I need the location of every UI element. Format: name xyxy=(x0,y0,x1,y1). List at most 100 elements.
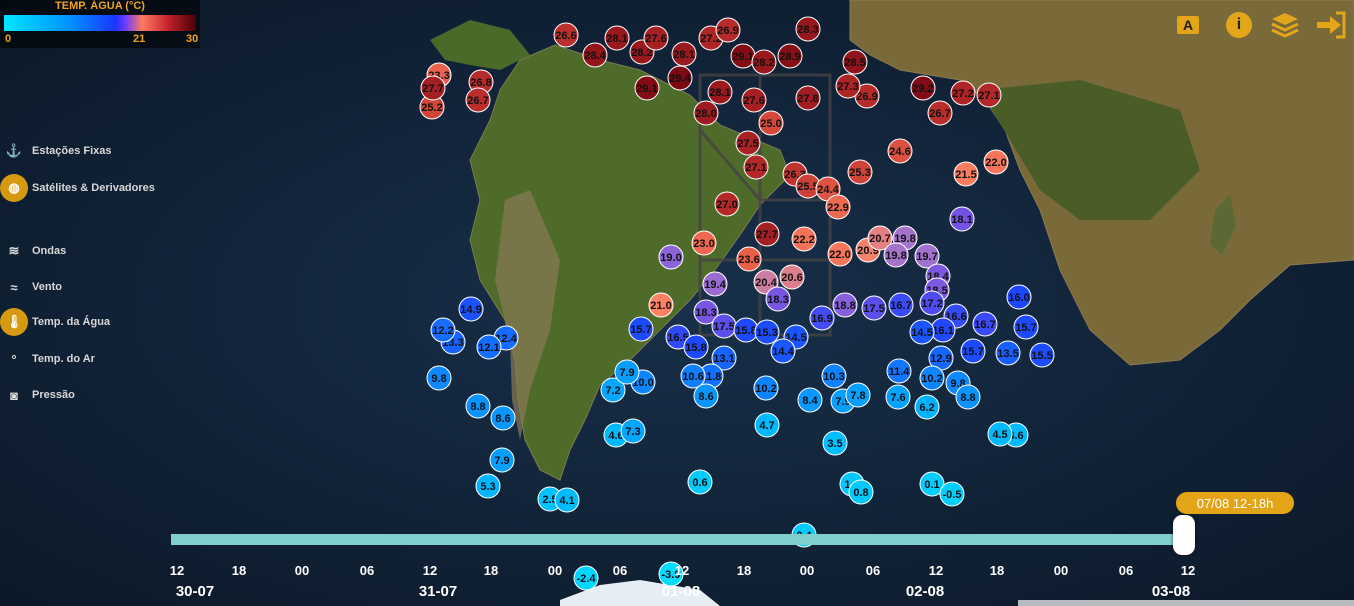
sidebar-item-vento[interactable]: ≈ Vento xyxy=(0,270,180,304)
station-marker[interactable]: 6.2 xyxy=(914,394,940,420)
station-marker[interactable]: 23.0 xyxy=(691,230,717,256)
station-marker[interactable]: 7.6 xyxy=(885,384,911,410)
station-marker[interactable]: 27.2 xyxy=(950,80,976,106)
station-markers[interactable]: 26.628.428.128.227.628.127.226.9 28.329.1… xyxy=(419,16,1055,591)
station-marker[interactable]: 27.0 xyxy=(714,191,740,217)
station-marker[interactable]: 27.6 xyxy=(741,87,767,113)
station-marker[interactable]: 20.4 xyxy=(753,269,779,295)
station-marker[interactable]: 0.6 xyxy=(687,469,713,495)
station-marker[interactable]: 23.6 xyxy=(736,246,762,272)
station-marker[interactable]: 3.5 xyxy=(822,430,848,456)
station-marker[interactable]: 20.6 xyxy=(779,264,805,290)
station-marker[interactable]: 19.0 xyxy=(658,244,684,270)
station-marker[interactable]: 24.4 xyxy=(815,176,841,202)
info-button[interactable]: i xyxy=(1222,8,1256,42)
station-marker[interactable]: 29.1 xyxy=(634,75,660,101)
station-marker[interactable]: 4.1 xyxy=(554,487,580,513)
station-marker[interactable]: 22.2 xyxy=(791,226,817,252)
station-marker[interactable]: 28.1 xyxy=(671,41,697,67)
station-marker[interactable]: 14.4 xyxy=(770,338,796,364)
station-marker[interactable]: 4.7 xyxy=(754,412,780,438)
station-marker[interactable]: 28.9 xyxy=(777,43,803,69)
sidebar-item-estacoes[interactable]: ⚓ Estações Fixas xyxy=(0,134,180,168)
station-marker[interactable]: 27.3 xyxy=(835,73,861,99)
station-marker[interactable]: 19.7 xyxy=(914,243,940,269)
station-marker[interactable]: 17.2 xyxy=(919,290,945,316)
station-marker[interactable]: 19.4 xyxy=(702,271,728,297)
station-marker[interactable]: 17.5 xyxy=(861,295,887,321)
station-marker[interactable]: -0.5 xyxy=(939,481,965,507)
station-marker[interactable]: 12.2 xyxy=(430,317,456,343)
station-marker[interactable]: 7.8 xyxy=(845,382,871,408)
station-marker[interactable]: 28.1 xyxy=(707,79,733,105)
sidebar-item-satelites[interactable]: ◍ Satélites & Derivadores xyxy=(0,171,180,205)
station-marker[interactable]: 24.6 xyxy=(887,138,913,164)
station-marker[interactable]: 27.7 xyxy=(420,75,446,101)
station-marker[interactable]: 14.9 xyxy=(458,296,484,322)
station-marker[interactable]: 27.5 xyxy=(735,130,761,156)
station-marker[interactable]: 8.8 xyxy=(955,384,981,410)
station-marker[interactable]: 9.8 xyxy=(426,365,452,391)
station-marker[interactable]: 4.5 xyxy=(987,421,1013,447)
station-marker[interactable]: 20.7 xyxy=(867,225,893,251)
layers-button[interactable] xyxy=(1268,8,1302,42)
station-marker[interactable]: 15.7 xyxy=(960,338,986,364)
station-marker[interactable]: 13.5 xyxy=(995,340,1021,366)
translate-button[interactable]: A xyxy=(1171,8,1205,42)
station-marker[interactable]: 28.4 xyxy=(582,42,608,68)
station-marker[interactable]: 28.1 xyxy=(604,25,630,51)
sidebar-item-pressao[interactable]: ◙ Pressão xyxy=(0,378,180,412)
station-marker[interactable]: -3.9 xyxy=(658,561,684,587)
logout-button[interactable] xyxy=(1313,8,1347,42)
station-marker[interactable]: 15.7 xyxy=(1013,314,1039,340)
station-marker[interactable]: 15.3 xyxy=(754,319,780,345)
station-marker[interactable]: -2.4 xyxy=(573,565,599,591)
station-marker[interactable]: 15.8 xyxy=(683,334,709,360)
station-marker[interactable]: 15.7 xyxy=(628,316,654,342)
station-marker[interactable]: 5.3 xyxy=(475,473,501,499)
station-marker[interactable]: 27.8 xyxy=(795,85,821,111)
station-marker[interactable]: 0.8 xyxy=(848,479,874,505)
station-marker[interactable]: 28.2 xyxy=(751,49,777,75)
timeline-slider-handle[interactable] xyxy=(1173,515,1195,555)
station-marker[interactable]: 25.5 xyxy=(795,173,821,199)
station-marker[interactable]: 10.6 xyxy=(680,363,706,389)
station-marker[interactable]: 16.7 xyxy=(972,311,998,337)
station-marker[interactable]: 28.0 xyxy=(693,100,719,126)
station-marker[interactable]: 17.5 xyxy=(711,313,737,339)
station-marker[interactable]: 16.5 xyxy=(665,324,691,350)
station-marker[interactable]: 22.9 xyxy=(825,194,851,220)
station-marker[interactable]: 8.6 xyxy=(490,405,516,431)
station-marker[interactable]: 27.7 xyxy=(754,221,780,247)
station-marker[interactable]: 25.3 xyxy=(847,159,873,185)
station-marker[interactable]: 0.1 xyxy=(919,471,945,497)
station-marker[interactable]: 11.4 xyxy=(886,358,912,384)
sidebar-item-temp-ar[interactable]: ° Temp. do Ar xyxy=(0,342,180,376)
station-marker[interactable]: 18.3 xyxy=(693,299,719,325)
station-marker[interactable]: 12.1 xyxy=(476,334,502,360)
station-marker[interactable]: 21.0 xyxy=(648,292,674,318)
station-marker[interactable]: 15.8 xyxy=(733,317,759,343)
station-marker[interactable]: 27.1 xyxy=(743,154,769,180)
station-marker[interactable]: 26.9 xyxy=(715,17,741,43)
station-marker[interactable]: 22.0 xyxy=(983,149,1009,175)
sidebar-item-ondas[interactable]: ≋ Ondas xyxy=(0,234,180,268)
station-marker[interactable]: 29.1 xyxy=(730,43,756,69)
station-marker[interactable]: 28.3 xyxy=(795,16,821,42)
station-marker[interactable]: 16.9 xyxy=(809,305,835,331)
station-marker[interactable]: 26.7 xyxy=(465,87,491,113)
station-marker[interactable]: 15.5 xyxy=(1029,342,1055,368)
timeline-track[interactable] xyxy=(171,534,1185,545)
station-marker[interactable]: 26.6 xyxy=(553,22,579,48)
station-marker[interactable]: 26.7 xyxy=(927,100,953,126)
station-marker[interactable]: 13.1 xyxy=(711,345,737,371)
station-marker[interactable]: 25.0 xyxy=(758,110,784,136)
station-marker[interactable]: 18.3 xyxy=(765,286,791,312)
station-marker[interactable]: 29.2 xyxy=(910,75,936,101)
station-marker[interactable]: 21.5 xyxy=(953,161,979,187)
station-marker[interactable]: 16.0 xyxy=(1006,284,1032,310)
station-marker[interactable]: 7.2 xyxy=(600,377,626,403)
sidebar-item-temp-agua[interactable]: 🌡 Temp. da Água xyxy=(0,305,180,339)
station-marker[interactable]: 27.1 xyxy=(976,82,1002,108)
